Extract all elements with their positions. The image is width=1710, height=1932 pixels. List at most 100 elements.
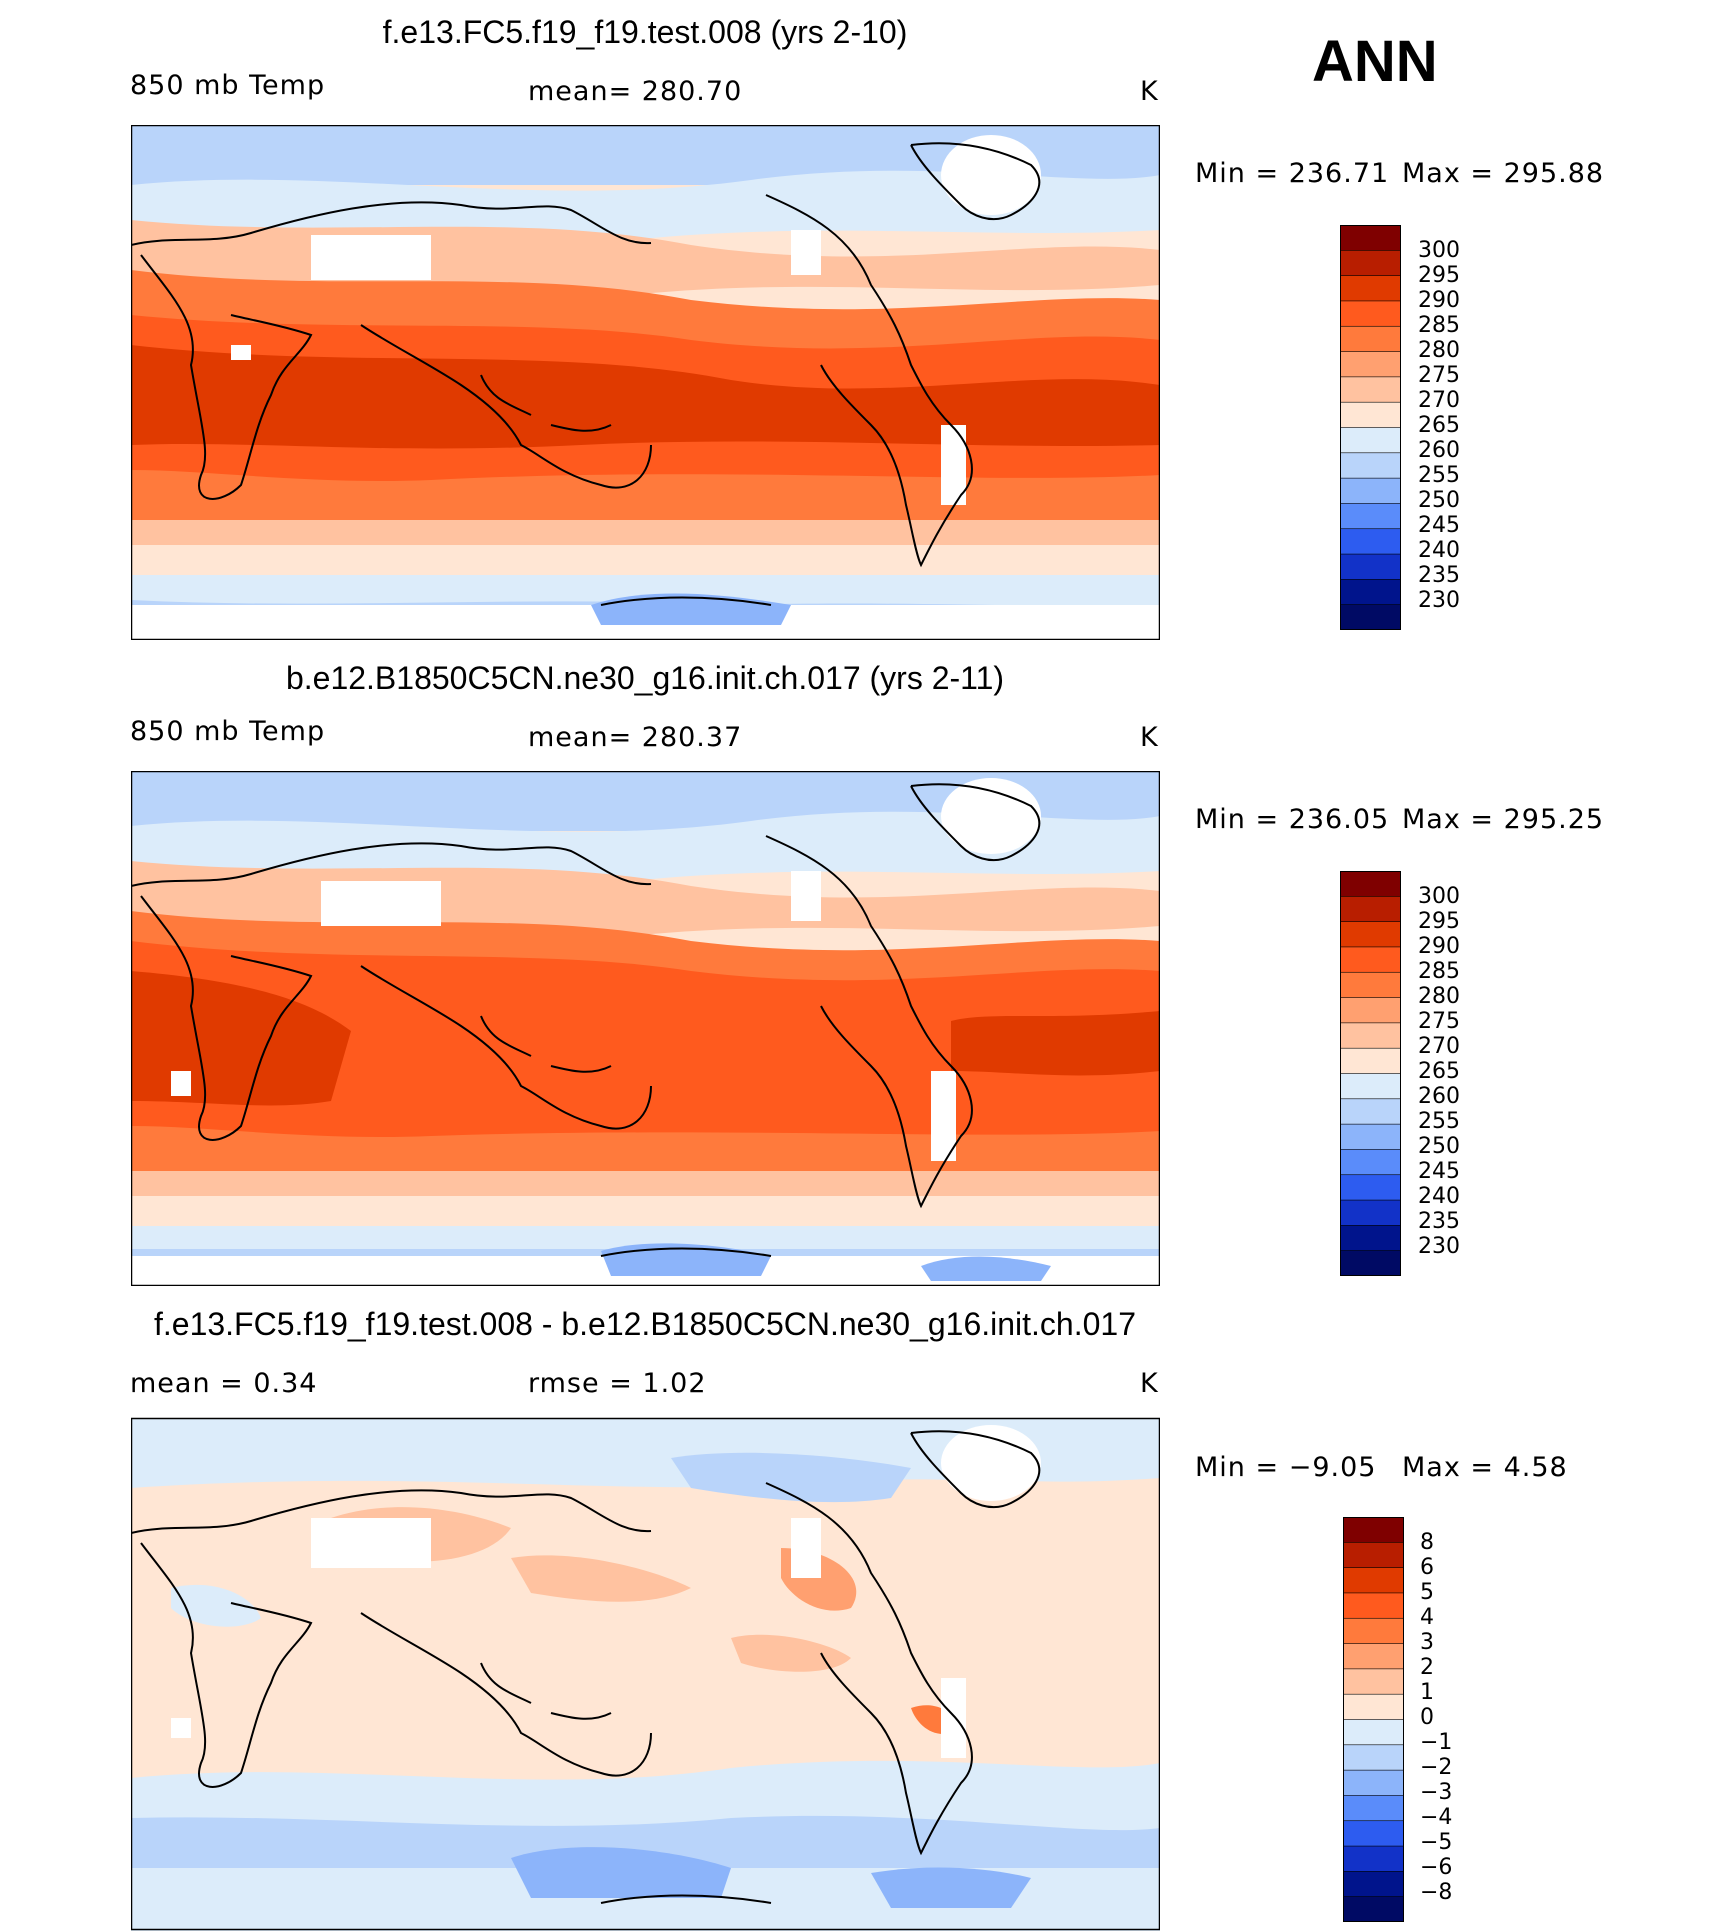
panel-3-max-label: Max = 4.58 <box>1402 1452 1568 1483</box>
colorbar-tick-label: −1 <box>1420 1730 1453 1755</box>
colorbar-swatch <box>1339 325 1402 353</box>
colorbar-tick-label: 280 <box>1418 984 1460 1009</box>
panel-2-mean-label: mean= 280.37 <box>528 722 743 753</box>
panel-2-colorbar-swatches <box>1339 870 1402 1277</box>
colorbar-tick-label: 235 <box>1418 563 1460 588</box>
colorbar-tick-label: 300 <box>1418 238 1460 263</box>
colorbar-tick-label: 5 <box>1420 1580 1434 1605</box>
colorbar-tick-label: 6 <box>1420 1555 1434 1580</box>
colorbar-tick-label: 255 <box>1418 463 1460 488</box>
colorbar-swatch <box>1339 870 1402 898</box>
colorbar-tick-label: 275 <box>1418 1009 1460 1034</box>
colorbar-swatch <box>1342 1592 1405 1620</box>
colorbar-tick-label: 285 <box>1418 959 1460 984</box>
panel-1-min-label: Min = 236.71 <box>1195 158 1390 189</box>
panel-2-title: b.e12.B1850C5CN.ne30_g16.init.ch.017 (yr… <box>285 660 1005 696</box>
colorbar-tick-label: 240 <box>1418 1184 1460 1209</box>
colorbar-swatch <box>1339 1123 1402 1151</box>
panel-1-max-label: Max = 295.88 <box>1402 158 1605 189</box>
colorbar-tick-label: 260 <box>1418 1084 1460 1109</box>
colorbar-swatch <box>1339 376 1402 403</box>
season-label: ANN <box>1312 29 1438 94</box>
colorbar-swatch <box>1339 997 1402 1024</box>
colorbar-swatch <box>1342 1542 1405 1569</box>
colorbar-tick-label: 260 <box>1418 438 1460 463</box>
panel-2-max-label: Max = 295.25 <box>1402 804 1605 835</box>
colorbar-tick-label: −6 <box>1420 1855 1453 1880</box>
colorbar-swatch <box>1339 553 1402 581</box>
colorbar-swatch <box>1342 1617 1405 1645</box>
colorbar-tick-label: 230 <box>1418 1234 1460 1259</box>
panel-3-rmse-label: rmse = 1.02 <box>528 1368 707 1399</box>
colorbar-tick-label: 295 <box>1418 909 1460 934</box>
colorbar-swatch <box>1339 1022 1402 1049</box>
colorbar-tick-label: 3 <box>1420 1630 1434 1655</box>
colorbar-swatch <box>1339 351 1402 378</box>
colorbar-tick-label: 250 <box>1418 488 1460 513</box>
colorbar-swatch <box>1339 1073 1402 1100</box>
colorbar-tick-label: 2 <box>1420 1655 1434 1680</box>
panel-3-title: f.e13.FC5.f19_f19.test.008 - b.e12.B1850… <box>153 1306 1136 1342</box>
colorbar-tick-label: 285 <box>1418 313 1460 338</box>
colorbar-tick-label: 290 <box>1418 288 1460 313</box>
colorbar-tick-label: 275 <box>1418 363 1460 388</box>
colorbar-tick-label: 270 <box>1418 1034 1460 1059</box>
colorbar-tick-label: 8 <box>1420 1530 1434 1555</box>
colorbar-swatch <box>1339 275 1402 302</box>
colorbar-swatch <box>1339 1225 1402 1252</box>
colorbar-tick-label: 270 <box>1418 388 1460 413</box>
colorbar-swatch <box>1339 300 1402 328</box>
colorbar-swatch <box>1339 604 1402 631</box>
colorbar-swatch <box>1342 1769 1405 1797</box>
panel-3-colorbar <box>1342 1516 1405 1923</box>
colorbar-swatch <box>1342 1516 1405 1544</box>
panel-3-colorbar-swatches <box>1342 1516 1405 1923</box>
colorbar-swatch <box>1339 921 1402 948</box>
colorbar-swatch <box>1339 401 1402 429</box>
panel-3-min-label: Min = −9.05 <box>1195 1452 1377 1483</box>
colorbar-tick-label: 250 <box>1418 1134 1460 1159</box>
colorbar-swatch <box>1339 1199 1402 1227</box>
colorbar-tick-label: −2 <box>1420 1755 1453 1780</box>
colorbar-tick-label: 240 <box>1418 538 1460 563</box>
colorbar-swatch <box>1339 503 1402 530</box>
panel-2-variable-label: 850 mb Temp <box>130 716 326 747</box>
panel-1-variable-label: 850 mb Temp <box>130 70 326 101</box>
panel-1-colorbar <box>1339 224 1402 631</box>
colorbar-tick-label: 255 <box>1418 1109 1460 1134</box>
colorbar-swatch <box>1339 1098 1402 1125</box>
colorbar-swatch <box>1339 1047 1402 1075</box>
panel-1-units: K <box>1140 76 1159 107</box>
colorbar-swatch <box>1339 477 1402 505</box>
colorbar-swatch <box>1339 1250 1402 1277</box>
colorbar-swatch <box>1342 1845 1405 1873</box>
colorbar-swatch <box>1342 1871 1405 1898</box>
panel-3-map <box>131 1417 1160 1931</box>
colorbar-swatch <box>1339 1174 1402 1201</box>
colorbar-swatch <box>1342 1744 1405 1771</box>
colorbar-tick-label: 290 <box>1418 934 1460 959</box>
colorbar-swatch <box>1339 224 1402 252</box>
colorbar-tick-label: −3 <box>1420 1780 1453 1805</box>
colorbar-swatch <box>1339 946 1402 974</box>
panel-1-mean-label: mean= 280.70 <box>528 76 743 107</box>
panel-3-mean-label: mean = 0.34 <box>130 1368 318 1399</box>
colorbar-tick-label: 245 <box>1418 513 1460 538</box>
colorbar-tick-label: −4 <box>1420 1805 1453 1830</box>
colorbar-tick-label: 300 <box>1418 884 1460 909</box>
colorbar-swatch <box>1339 971 1402 999</box>
panel-2-units: K <box>1140 722 1159 753</box>
colorbar-tick-label: 280 <box>1418 338 1460 363</box>
panel-1-colorbar-swatches <box>1339 224 1402 631</box>
panel-1-colorbar-labels: 300 295 290 285 280 275 270 265 260 255 … <box>1418 238 1460 613</box>
colorbar-swatch <box>1342 1795 1405 1822</box>
colorbar-swatch <box>1342 1693 1405 1721</box>
colorbar-tick-label: 245 <box>1418 1159 1460 1184</box>
colorbar-tick-label: −5 <box>1420 1830 1453 1855</box>
colorbar-tick-label: 295 <box>1418 263 1460 288</box>
colorbar-swatch <box>1339 528 1402 555</box>
colorbar-swatch <box>1342 1567 1405 1594</box>
panel-3-units: K <box>1140 1368 1159 1399</box>
panel-1-map <box>131 125 1160 640</box>
panel-2-colorbar <box>1339 870 1402 1277</box>
